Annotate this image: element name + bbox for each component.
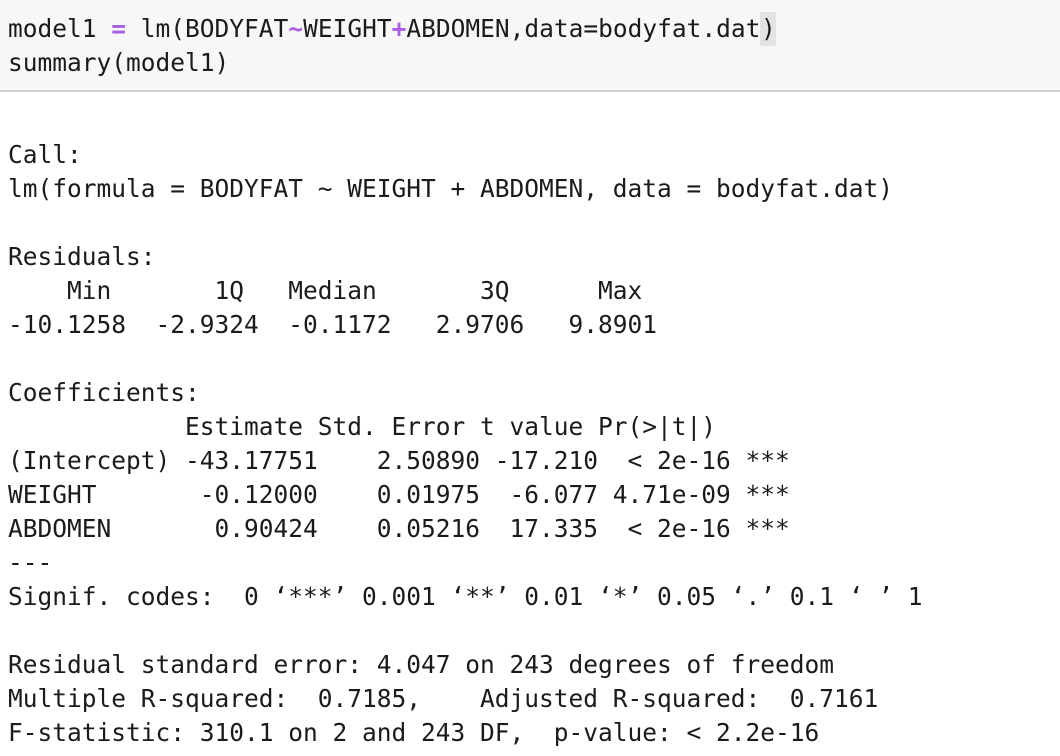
code-var-weight: WEIGHT [303,14,392,43]
coefficients-header: Coefficients: [8,378,200,407]
r-squared-line: Multiple R-squared: 0.7185, Adjusted R-s… [8,684,894,713]
coef-row-weight: WEIGHT -0.12000 0.01975 -6.077 4.71e-09 … [8,480,790,509]
separator: --- [8,548,53,577]
coef-row-intercept: (Intercept) -43.17751 2.50890 -17.210 < … [8,446,790,475]
code-line-2[interactable]: summary(model1) [8,48,230,77]
coef-row-abdomen: ABDOMEN 0.90424 0.05216 17.335 < 2e-16 *… [8,514,790,543]
residual-standard-error: Residual standard error: 4.047 on 243 de… [8,650,835,679]
f-statistic-line: F-statistic: 310.1 on 2 and 243 DF, p-va… [8,718,820,747]
console-output: Call: lm(formula = BODYFAT ~ WEIGHT + AB… [0,92,1060,756]
plus-operator: + [391,14,407,43]
code-lhs: model1 [8,14,112,43]
assign-operator: = [111,14,127,43]
code-cell[interactable]: model1 = lm(BODYFAT~WEIGHT+ABDOMEN,data=… [0,0,1060,92]
coef-table-header: Estimate Std. Error t value Pr(>|t|) [8,412,776,441]
matched-paren: ) [760,12,777,46]
code-line-1[interactable]: model1 = lm(BODYFAT~WEIGHT+ABDOMEN,data=… [8,12,777,46]
residuals-header: Residuals: [8,242,156,271]
call-formula: lm(formula = BODYFAT ~ WEIGHT + ABDOMEN,… [8,174,894,203]
signif-codes: Signif. codes: 0 ‘***’ 0.001 ‘**’ 0.01 ‘… [8,582,923,611]
residuals-values: -10.1258 -2.9324 -0.1172 2.9706 9.8901 [8,310,672,339]
call-header: Call: [8,140,82,169]
residuals-labels: Min 1Q Median 3Q Max [8,276,658,305]
code-rest: ABDOMEN,data=bodyfat.dat [406,14,761,43]
code-call-open: lm(BODYFAT [126,14,289,43]
tilde-operator: ~ [288,14,304,43]
